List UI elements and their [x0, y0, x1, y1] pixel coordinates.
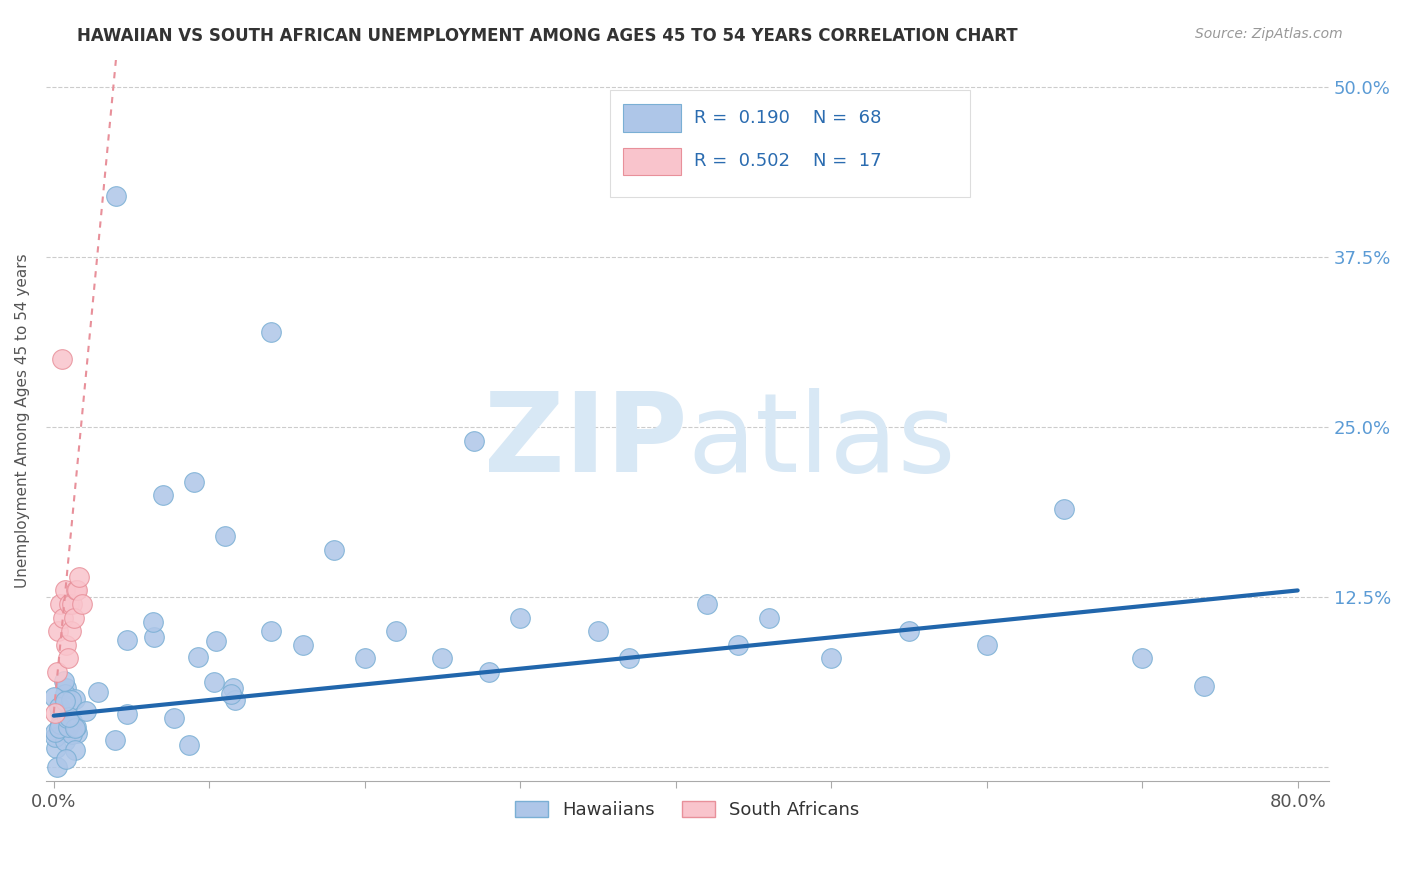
South Africans [65, 583, 87, 598]
Hawaiians [58, 710, 80, 724]
South Africans [55, 638, 77, 652]
South Africans [45, 665, 67, 679]
Hawaiians [214, 529, 236, 543]
Hawaiians [48, 721, 70, 735]
Hawaiians [53, 694, 76, 708]
Hawaiians [1130, 651, 1153, 665]
South Africans [58, 597, 80, 611]
Hawaiians [1053, 501, 1076, 516]
Hawaiians [586, 624, 609, 639]
Hawaiians [463, 434, 485, 448]
Hawaiians [117, 633, 139, 648]
Hawaiians [45, 760, 67, 774]
Hawaiians [55, 687, 77, 701]
Hawaiians [49, 706, 72, 720]
Hawaiians [53, 673, 76, 688]
Hawaiians [117, 707, 139, 722]
Hawaiians [55, 734, 77, 748]
Hawaiians [143, 630, 166, 644]
Hawaiians [758, 610, 780, 624]
Hawaiians [509, 610, 531, 624]
South Africans [60, 597, 83, 611]
Hawaiians [87, 685, 110, 699]
Text: ZIP: ZIP [484, 388, 688, 495]
Hawaiians [187, 650, 209, 665]
South Africans [48, 624, 70, 639]
Hawaiians [62, 727, 84, 741]
South Africans [67, 570, 90, 584]
Hawaiians [75, 704, 97, 718]
Hawaiians [58, 717, 80, 731]
South Africans [44, 706, 66, 720]
Hawaiians [60, 714, 83, 728]
Hawaiians [432, 651, 454, 665]
South Africans [70, 597, 93, 611]
South Africans [66, 583, 89, 598]
Hawaiians [44, 731, 66, 745]
Hawaiians [204, 675, 226, 690]
Hawaiians [204, 633, 226, 648]
Hawaiians [65, 720, 87, 734]
Hawaiians [44, 690, 66, 704]
Text: Source: ZipAtlas.com: Source: ZipAtlas.com [1195, 27, 1343, 41]
Hawaiians [976, 638, 998, 652]
Hawaiians [1194, 679, 1216, 693]
Hawaiians [617, 651, 640, 665]
Legend: Hawaiians, South Africans: Hawaiians, South Africans [508, 793, 866, 826]
Hawaiians [322, 542, 344, 557]
South Africans [49, 597, 72, 611]
FancyBboxPatch shape [610, 90, 970, 196]
Hawaiians [65, 743, 87, 757]
Hawaiians [60, 693, 83, 707]
Hawaiians [183, 475, 205, 489]
Hawaiians [260, 624, 283, 639]
Text: HAWAIIAN VS SOUTH AFRICAN UNEMPLOYMENT AMONG AGES 45 TO 54 YEARS CORRELATION CHA: HAWAIIAN VS SOUTH AFRICAN UNEMPLOYMENT A… [77, 27, 1018, 45]
FancyBboxPatch shape [623, 104, 681, 132]
Hawaiians [177, 738, 200, 752]
Hawaiians [727, 638, 749, 652]
South Africans [56, 651, 79, 665]
Hawaiians [55, 710, 77, 724]
Hawaiians [59, 714, 82, 729]
Text: R =  0.190    N =  68: R = 0.190 N = 68 [693, 109, 882, 127]
Hawaiians [163, 711, 186, 725]
Hawaiians [55, 681, 77, 695]
Text: atlas: atlas [688, 388, 956, 495]
Hawaiians [291, 638, 314, 652]
Hawaiians [260, 325, 283, 339]
Hawaiians [696, 597, 718, 611]
Hawaiians [44, 740, 66, 755]
Hawaiians [385, 624, 408, 639]
Hawaiians [104, 733, 127, 747]
Hawaiians [222, 681, 245, 695]
South Africans [63, 610, 86, 624]
Hawaiians [63, 721, 86, 735]
Hawaiians [63, 691, 86, 706]
South Africans [59, 624, 82, 639]
FancyBboxPatch shape [623, 147, 681, 175]
South Africans [51, 352, 73, 367]
Hawaiians [48, 700, 70, 714]
Hawaiians [142, 615, 165, 630]
Hawaiians [49, 716, 72, 731]
South Africans [52, 610, 75, 624]
Text: R =  0.502    N =  17: R = 0.502 N = 17 [693, 153, 882, 170]
Hawaiians [353, 651, 375, 665]
Hawaiians [55, 751, 77, 765]
Hawaiians [478, 665, 501, 679]
Hawaiians [221, 687, 243, 701]
Hawaiians [52, 698, 75, 712]
Y-axis label: Unemployment Among Ages 45 to 54 years: Unemployment Among Ages 45 to 54 years [15, 253, 30, 588]
Hawaiians [224, 692, 246, 706]
Hawaiians [44, 725, 66, 739]
Hawaiians [897, 624, 920, 639]
South Africans [53, 583, 76, 598]
Hawaiians [52, 725, 75, 739]
Hawaiians [56, 720, 79, 734]
Hawaiians [65, 725, 87, 739]
Hawaiians [152, 488, 174, 502]
Hawaiians [104, 188, 127, 202]
Hawaiians [820, 651, 842, 665]
